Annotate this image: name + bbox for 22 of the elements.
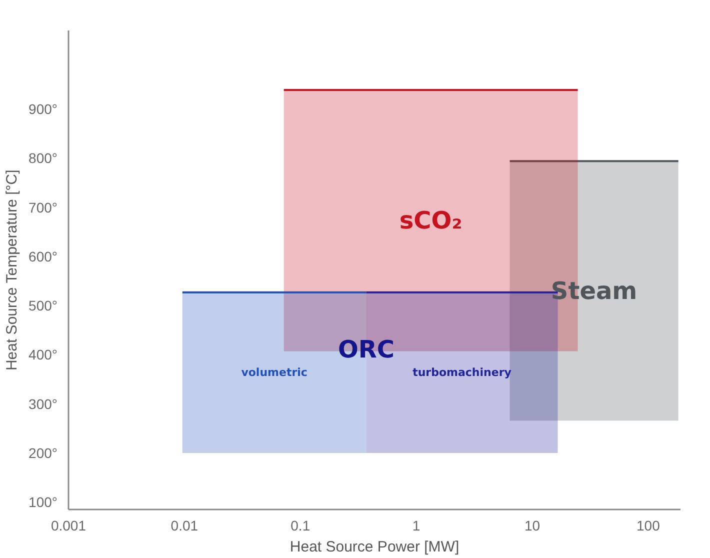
y-tick-label: 300° bbox=[28, 396, 58, 412]
y-tick-label: 700° bbox=[28, 199, 58, 216]
y-tick-label: 600° bbox=[28, 248, 58, 264]
annotation: ORC bbox=[338, 335, 394, 364]
y-tick-label: 200° bbox=[28, 445, 58, 462]
text: turbomachinery bbox=[412, 366, 512, 380]
x-tick-label: 0.1 bbox=[290, 518, 310, 534]
text: volumetric bbox=[241, 366, 308, 380]
x-tick-label: 10 bbox=[524, 518, 540, 534]
y-tick-label: 800° bbox=[28, 150, 58, 166]
x-tick-label: 1 bbox=[412, 518, 420, 534]
x-tick-label: 0.01 bbox=[170, 518, 198, 534]
y-tick-label: 400° bbox=[28, 346, 58, 363]
y-tick-label: 900° bbox=[28, 101, 58, 118]
text: Steam bbox=[550, 276, 638, 305]
y-tick-label: 100° bbox=[28, 494, 58, 510]
y-tick-label: 500° bbox=[28, 298, 58, 314]
text: sCO₂ bbox=[399, 206, 462, 235]
x-axis-title: Heat Source Power [MW] bbox=[290, 538, 460, 556]
x-tick-label: 0.001 bbox=[50, 518, 86, 534]
x-tick-label: 100 bbox=[636, 518, 660, 534]
y-axis-title: Heat Source Temperature [°C] bbox=[4, 170, 21, 371]
